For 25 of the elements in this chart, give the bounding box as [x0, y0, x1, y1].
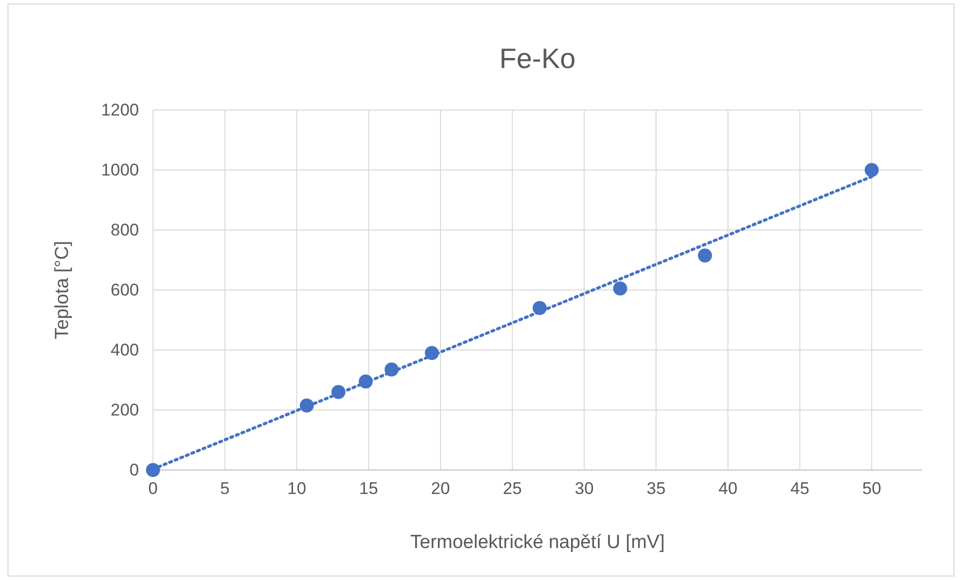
x-tick-label: 0: [148, 479, 158, 498]
y-tick-label: 1200: [101, 100, 139, 120]
y-tick-label: 1000: [101, 160, 139, 180]
y-axis-title: Teplota [°C]: [52, 240, 73, 340]
x-tick-label: 15: [359, 479, 378, 498]
point: [613, 282, 628, 296]
x-tick-label: 50: [862, 479, 882, 498]
x-tick-label: 40: [718, 479, 738, 498]
x-axis-title: Termoelektrické napětí U [mV]: [410, 532, 665, 553]
y-tick-label: 200: [110, 400, 139, 420]
y-tick-label: 0: [130, 460, 139, 480]
point: [864, 163, 879, 177]
x-tick-label: 25: [502, 479, 522, 498]
x-tick-label: 30: [574, 479, 594, 498]
x-tick-label: 35: [646, 479, 666, 498]
point: [698, 248, 712, 262]
point: [146, 463, 160, 477]
y-tick-label: 600: [110, 280, 139, 300]
chart-title: Fe-Ko: [499, 43, 576, 74]
y-tick-label: 400: [110, 340, 139, 360]
x-tick-label: 45: [790, 479, 810, 498]
x-tick-label: 5: [220, 479, 230, 498]
x-tick-label: 20: [431, 479, 450, 498]
x-tick-label: 10: [287, 479, 306, 498]
y-tick-label: 800: [110, 220, 139, 240]
